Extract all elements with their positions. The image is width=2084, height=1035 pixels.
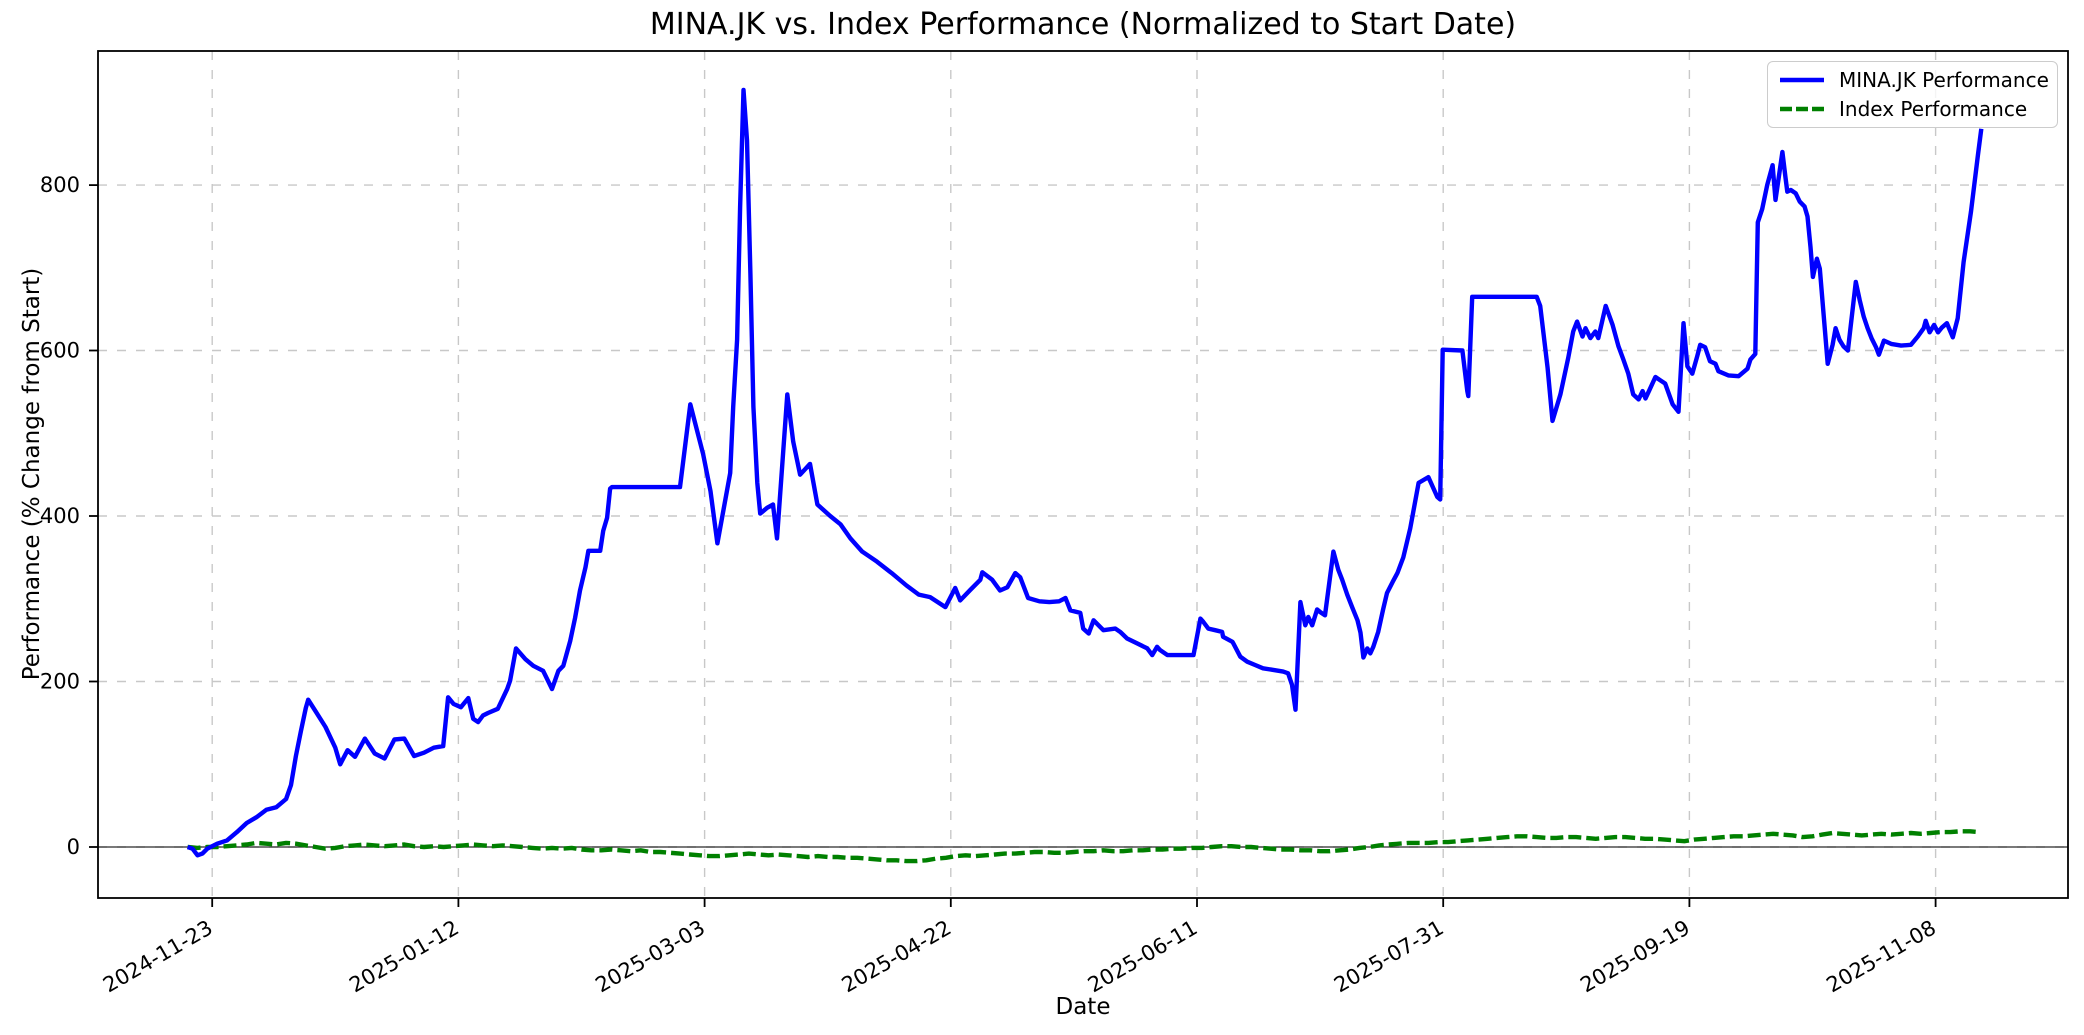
y-axis-label: Performance (% Change from Start) xyxy=(19,267,45,681)
legend-label-mina: MINA.JK Performance xyxy=(1839,67,2049,92)
x-tick-label: 2024-11-23 xyxy=(99,916,217,998)
x-tick-label: 2025-06-11 xyxy=(1084,916,1202,998)
x-tick-label: 2025-07-31 xyxy=(1330,916,1448,998)
y-tick-label: 200 xyxy=(40,670,80,694)
legend-entry-index: Index Performance xyxy=(1779,95,2046,123)
legend-entry-mina: MINA.JK Performance xyxy=(1779,66,2049,94)
x-tick-label: 2025-04-22 xyxy=(838,916,956,998)
x-tick-label: 2025-11-08 xyxy=(1822,916,1940,998)
y-tick-label: 600 xyxy=(40,339,80,363)
y-tick-label: 800 xyxy=(40,173,80,197)
x-tick-label: 2025-03-03 xyxy=(591,916,709,998)
y-tick-label: 400 xyxy=(40,504,80,528)
y-tick-label: 0 xyxy=(67,835,80,859)
legend-line-solid-icon xyxy=(1780,77,1824,82)
series-line-mina xyxy=(186,87,1984,858)
chart-title: MINA.JK vs. Index Performance (Normalize… xyxy=(649,7,1517,42)
plot-border xyxy=(97,50,2069,899)
legend-line-dashed-icon xyxy=(1780,107,1824,112)
legend: MINA.JK Performance Index Performance xyxy=(1767,61,2058,128)
legend-label-index: Index Performance xyxy=(1839,97,2028,122)
x-tick-label: 2025-01-12 xyxy=(345,916,463,998)
series-line-index xyxy=(187,829,1981,864)
x-tick-label: 2025-09-19 xyxy=(1576,916,1694,998)
x-axis-label: Date xyxy=(1055,994,1111,1020)
